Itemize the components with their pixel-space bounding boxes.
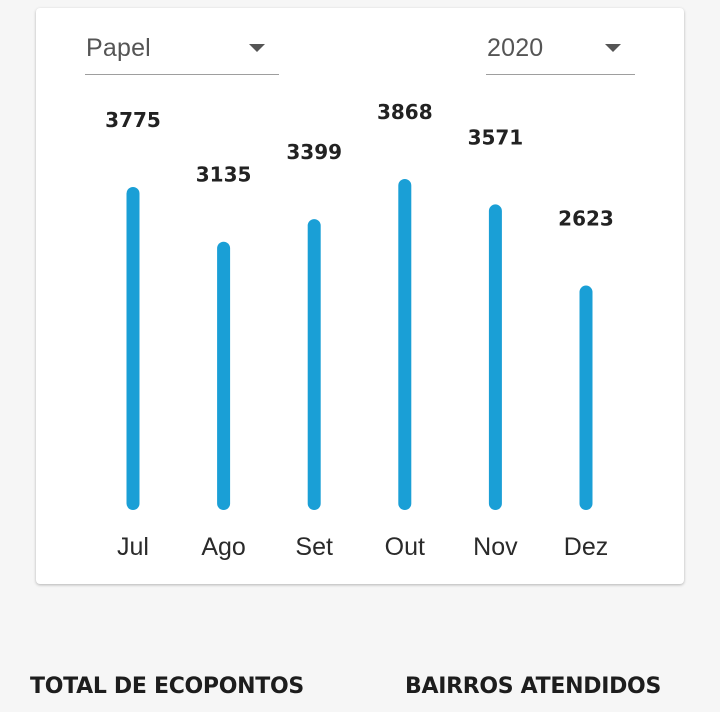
bairros-atendidos-title: BAIRROS ATENDIDOS [405,674,661,699]
month-label: Jul [117,533,149,561]
bar-out [398,179,412,510]
bar-value-label: 3571 [468,125,524,149]
chevron-down-icon [605,44,621,52]
bar-value-label: 2623 [558,207,614,231]
bar-dez [579,285,593,510]
bar-ago [217,241,231,510]
bar-value-label: 3399 [286,140,342,164]
chevron-down-icon [249,44,265,52]
month-label: Nov [473,533,518,561]
year-select[interactable]: 2020 [486,32,635,75]
total-ecopontos-title: TOTAL DE ECOPONTOS [30,674,304,699]
chart-card: Papel 2020 3775 Jul 3135 Ago 3399 Set 3868 Out 3… [36,8,684,584]
monthly-bar-chart: 3775 Jul 3135 Ago 3399 Set 3868 Out 3571 Nov 2623 D… [105,100,614,561]
stats-row: TOTAL DE ECOPONTOS BAIRROS ATENDIDOS [0,672,720,712]
month-label: Ago [201,533,245,561]
month-label: Out [385,533,425,561]
material-select-value: Papel [86,34,151,62]
material-select[interactable]: Papel [85,32,279,75]
bar-set [307,219,321,511]
bar-nov [488,204,502,510]
year-select-value: 2020 [487,34,544,62]
bar-value-label: 3775 [105,108,161,132]
bar-jul [126,186,140,510]
month-label: Dez [564,533,608,561]
bar-value-label: 3868 [377,100,433,124]
month-label: Set [295,533,333,561]
bar-value-label: 3135 [196,163,252,187]
